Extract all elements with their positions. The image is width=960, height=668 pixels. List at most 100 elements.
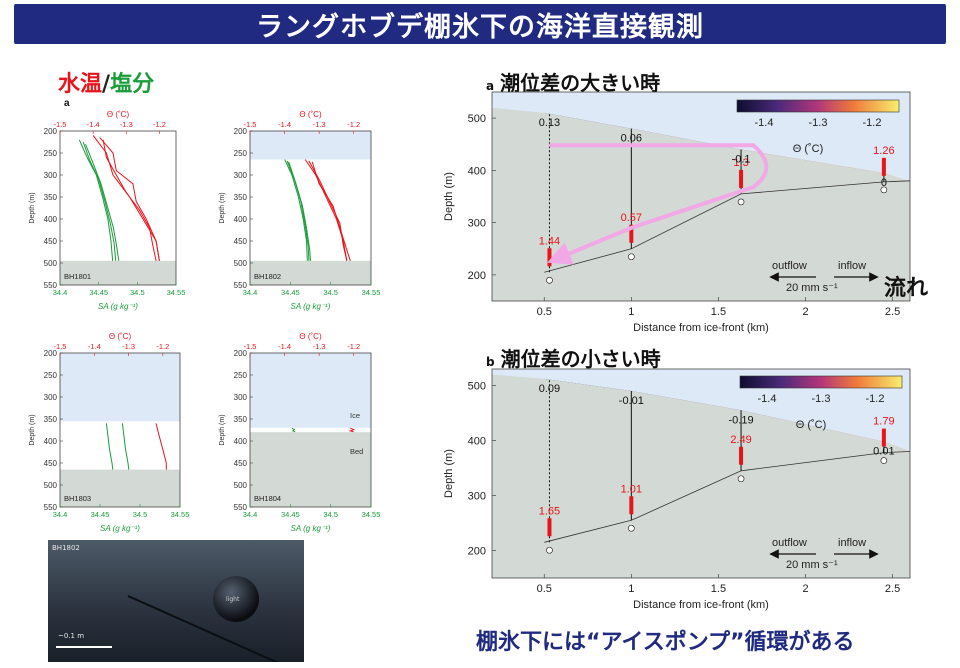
borehole-camera-photo: BH1802 light ~0.1 m [48, 540, 304, 662]
colorbar-label: Θ (˚C) [793, 143, 824, 155]
inflow-label: inflow [838, 537, 866, 549]
salinity-tick-label: 34.55 [362, 288, 381, 297]
depth-tick-label: 250 [234, 371, 248, 380]
depth-tick-label: 400 [468, 165, 486, 177]
heading-slash: / [102, 72, 111, 97]
depth-tick-label: 500 [234, 481, 248, 490]
temperature-profile-line [348, 427, 356, 433]
salinity-tick-label: 34.45 [281, 288, 300, 297]
depth-tick-label: 500 [468, 381, 486, 393]
station-flow-value: 0 [881, 177, 887, 189]
tidal-value: 1.26 [873, 145, 894, 157]
sensor-marker [546, 276, 553, 284]
profile-frame [59, 130, 177, 286]
depth-tick-label: 300 [468, 218, 486, 230]
tidal-pole [629, 224, 634, 243]
bed-region [250, 260, 371, 285]
salinity-tick-label: 34.4 [243, 288, 258, 297]
depth-tick-label: 550 [44, 281, 58, 290]
tidal-value: 1.79 [873, 416, 894, 428]
temperature-salinity-heading: 水温/塩分 [58, 66, 154, 98]
station-label: BH1801 [64, 272, 91, 281]
temp-tick-label: -1.4 [278, 120, 291, 129]
temp-tick-label: -1.4 [87, 120, 100, 129]
tidal-pole [739, 169, 744, 188]
flow-annotation: 流れ [884, 276, 929, 301]
salinity-tick-label: 34.5 [133, 510, 148, 519]
station-flow-value: 0.09 [539, 383, 560, 395]
colorbar-tick-label: -1.2 [863, 117, 882, 129]
profile-frame [249, 130, 372, 286]
salinity-tick-label: 34.5 [323, 510, 338, 519]
depth-tick-label: 200 [468, 270, 486, 282]
station-flow-value: -0.01 [619, 395, 644, 407]
station-flow-value: -0.19 [729, 414, 754, 426]
depth-axis-label: Depth (m) [29, 414, 36, 445]
salinity-axis-label: SA (g kg⁻¹) [98, 302, 138, 311]
tidal-value: 1.01 [621, 483, 642, 495]
depth-tick-label: 400 [44, 437, 58, 446]
salinity-axis-label: SA (g kg⁻¹) [291, 302, 331, 311]
inflow-label: inflow [838, 260, 866, 272]
distance-axis-label: Distance from ice-front (km) [633, 322, 769, 334]
depth-tick-label: 300 [234, 171, 248, 180]
depth-tick-label: 400 [234, 437, 248, 446]
temperature-profile-line [311, 161, 351, 261]
panel-b-title: b 潮位差の小さい時 [486, 343, 661, 372]
depth-tick-label: 500 [234, 259, 248, 268]
sensor-marker [880, 186, 888, 194]
panel-letter-a: a [64, 98, 70, 109]
profile-frame [249, 352, 372, 508]
depth-tick-label: 350 [234, 415, 248, 424]
depth-tick-label: 400 [234, 215, 248, 224]
temp-tick-label: -1.2 [156, 342, 169, 351]
sensor-marker [628, 253, 635, 261]
station-flow-value: 0.06 [621, 133, 642, 145]
flow-scale-label: 20 mm s⁻¹ [786, 282, 838, 294]
outflow-label: outflow [772, 537, 807, 549]
sensor-marker [880, 457, 888, 464]
colorbar-tick-label: -1.2 [866, 393, 885, 405]
depth-tick-label: 250 [44, 371, 58, 380]
panel-b-title-text: 潮位差の小さい時 [500, 347, 661, 371]
depth-tick-label: 250 [234, 149, 248, 158]
temp-tick-label: -1.2 [347, 120, 360, 129]
salinity-tick-label: 34.45 [91, 510, 110, 519]
ice-base-line [544, 451, 911, 543]
depth-tick-label: 500 [44, 481, 58, 490]
tidal-pole [881, 428, 886, 447]
temp-tick-label: -1.5 [54, 342, 67, 351]
section-chart-b: 1.65 0.09 1.01 -0.01 2.49 -0.19 1.79 0.01 0.5 1 1.… [443, 368, 911, 611]
profile-chart-bh1803: 200 250 300 350 400 450 500 550 Depth (m) -1.5 -1.… [29, 332, 189, 533]
footer-caption: 棚氷下には“アイスポンプ”循環がある [476, 630, 855, 655]
depth-tick-label: 400 [44, 215, 58, 224]
profile-chart-bh1801: 200 250 300 350 400 450 500 550 Depth (m) -1.5 -1.… [29, 110, 185, 311]
depth-tick-label: 550 [234, 503, 248, 512]
salinity-profile-line [291, 427, 296, 433]
colorbar-tick-label: -1.4 [758, 393, 777, 405]
photo-station-label: BH1802 [52, 544, 80, 552]
tidal-pole [547, 248, 552, 267]
depth-tick-label: 200 [234, 349, 248, 358]
ice-region [250, 131, 371, 160]
photo-scale-label: ~0.1 m [58, 632, 85, 640]
depth-tick-label: 250 [44, 149, 58, 158]
temp-tick-label: -1.3 [120, 120, 133, 129]
colorbar-tick-label: -1.3 [809, 117, 828, 129]
tidal-pole [629, 496, 634, 515]
temp-axis-label: Θ (˚C) [107, 110, 130, 119]
depth-tick-label: 200 [44, 349, 58, 358]
depth-tick-label: 550 [234, 281, 248, 290]
distance-tick-label: 1.5 [711, 306, 726, 318]
temperature-word: 水温 [58, 72, 103, 97]
colorbar [736, 99, 900, 113]
depth-tick-label: 200 [468, 546, 486, 558]
depth-axis-label: Depth (m) [29, 192, 36, 223]
salinity-tick-label: 34.5 [323, 288, 338, 297]
salinity-profile-line [284, 159, 308, 261]
station-flow-value: -0.1 [732, 153, 751, 165]
salinity-tick-label: 34.4 [53, 510, 68, 519]
salinity-word: 塩分 [110, 72, 155, 97]
